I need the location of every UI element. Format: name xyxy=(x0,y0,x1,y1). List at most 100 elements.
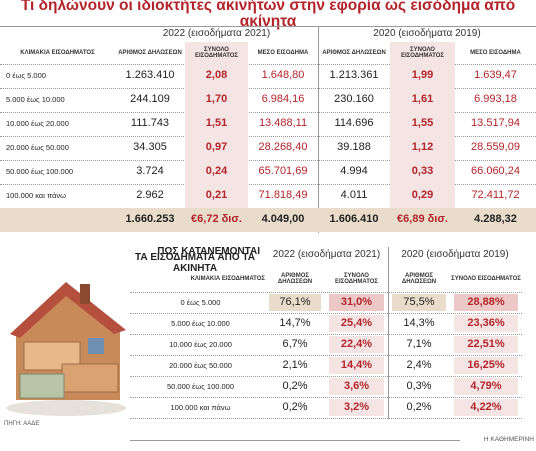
shadow xyxy=(6,400,126,416)
cell: 2,1% xyxy=(282,358,308,371)
cell: 14,4% xyxy=(329,357,384,374)
cell: 6.984,16 xyxy=(261,93,305,106)
column-header: ΣΥΝΟΛΟ ΕΙΣΟΔΗΜΑΤΟΣ xyxy=(334,272,379,285)
cell: 25,4% xyxy=(329,315,384,332)
row-separator xyxy=(0,184,536,185)
cell: 34.305 xyxy=(133,141,167,154)
cell: 1.648,80 xyxy=(261,69,305,82)
total-cell: €6,72 δισ. xyxy=(185,208,248,232)
cell: 14,7% xyxy=(279,316,311,329)
group-header: 2020 (εισοδήματα 2019) xyxy=(401,248,509,260)
cell: 0,21 xyxy=(185,184,248,208)
cell: 4.011 xyxy=(340,189,368,202)
cell: 7,1% xyxy=(406,337,432,350)
section-title: ΤΑ ΕΙΣΟΔΗΜΑΤΑ ΑΠΟ ΤΑ ΑΚΙΝΗΤΑ xyxy=(134,252,256,274)
cell: 4,22% xyxy=(454,399,518,416)
cell: 0,29 xyxy=(390,184,455,208)
row-label: 0 έως 5.000 xyxy=(180,297,221,307)
cell: 1.639,47 xyxy=(474,69,517,82)
cell: 71.818,49 xyxy=(258,189,308,202)
column-header: ΣΥΝΟΛΟ ΕΙΣΟΔΗΜΑΤΟΣ xyxy=(390,42,455,64)
cell: 3,6% xyxy=(329,378,384,395)
row-label: 20.000 έως 50.000 xyxy=(169,360,232,370)
column-header: ΑΡΙΘΜΟΣ ΔΗΛΩΣΕΩΝ xyxy=(118,49,182,56)
cell: 2,08 xyxy=(185,64,248,88)
column-header: ΣΥΝΟΛΟ ΕΙΣΟΔΗΜΑΤΟΣ xyxy=(185,42,248,64)
cell: 22,51% xyxy=(454,336,518,353)
total-cell: 1.660.253 xyxy=(115,208,185,232)
cell: 16,25% xyxy=(454,357,518,374)
cell: 0,2% xyxy=(406,400,432,413)
row-label: 100.000 και πάνω xyxy=(170,402,231,412)
banknote xyxy=(61,363,119,393)
cell: 0,2% xyxy=(282,400,308,413)
page-title: Τι δηλώνουν οι ιδιοκτήτες ακινήτων στην … xyxy=(20,0,516,30)
row-separator xyxy=(0,136,536,137)
row-separator xyxy=(130,418,522,419)
cell: 230.160 xyxy=(334,93,374,106)
group-header: 2020 (εισοδήματα 2019) xyxy=(373,28,481,40)
row-label: 20.000 έως 50.000 xyxy=(6,143,69,153)
column-header: ΜΕΣΟ ΕΙΣΟΔΗΜΑ xyxy=(257,49,309,56)
cell: 1,99 xyxy=(390,64,455,88)
title-rule xyxy=(0,26,536,27)
cell: 4.994 xyxy=(340,165,368,178)
section-title: ΠΩΣ ΚΑΤΑΝΕΜΟΝΤΑΙ xyxy=(157,246,260,258)
cell: 0,3% xyxy=(406,379,432,392)
row-separator xyxy=(130,334,522,335)
column-header: ΑΡΙΘΜΟΣ ΔΗΛΩΣΕΩΝ xyxy=(277,272,313,285)
cell: 2.962 xyxy=(136,189,164,202)
column-header: ΚΛΙΜΑΚΙΑ ΕΙΣΟΔΗΜΑΤΟΣ xyxy=(20,49,95,56)
cell: 0,2% xyxy=(282,379,308,392)
cell: 1,61 xyxy=(390,88,455,112)
group-divider xyxy=(388,247,389,419)
cell: 76,1% xyxy=(269,294,321,311)
row-separator xyxy=(130,313,522,314)
group-divider xyxy=(318,26,319,233)
cell: 4,79% xyxy=(454,378,518,395)
total-row xyxy=(0,208,115,232)
cell: 244.109 xyxy=(130,93,170,106)
cell: 1,70 xyxy=(185,88,248,112)
cell: 72.411,72 xyxy=(471,189,520,202)
column-header: ΜΕΣΟ ΕΙΣΟΔΗΜΑ xyxy=(470,49,521,56)
cell: 1.213.361 xyxy=(329,69,379,82)
house-illustration xyxy=(6,282,126,416)
cell: 0,24 xyxy=(185,160,248,184)
cell: 28,88% xyxy=(454,294,518,311)
row-separator xyxy=(0,64,536,65)
cell: 6.993,18 xyxy=(474,93,517,106)
credit: Η ΚΑΘΗΜΕΡΙΝΗ xyxy=(483,435,534,443)
group-header: 2022 (εισοδήματα 2021) xyxy=(162,28,271,40)
group-header: 2022 (εισοδήματα 2021) xyxy=(272,248,381,260)
row-label: 10.000 έως 20.000 xyxy=(169,339,232,349)
cell: 28.559,09 xyxy=(471,141,520,154)
cell: 23,36% xyxy=(454,315,518,332)
cell: 65.701,69 xyxy=(258,165,308,178)
cell: 75,5% xyxy=(392,294,446,311)
row-label: 5.000 έως 10.000 xyxy=(171,318,230,328)
row-label: 5.000 έως 10.000 xyxy=(6,95,65,105)
cell: 3,2% xyxy=(329,399,384,416)
cell: 1,51 xyxy=(185,112,248,136)
cell: 14,3% xyxy=(403,316,435,329)
column-header: ΑΡΙΘΜΟΣ ΔΗΛΩΣΕΩΝ xyxy=(401,272,437,285)
cell: 114.696 xyxy=(334,117,374,130)
cell: 13.517,94 xyxy=(471,117,520,130)
row-separator xyxy=(130,376,522,377)
cell: 2,4% xyxy=(406,358,432,371)
row-separator xyxy=(130,292,522,293)
cell: 0,97 xyxy=(185,136,248,160)
column-header: ΣΥΝΟΛΟ ΕΙΣΟΔΗΜΑΤΟΣ xyxy=(451,275,521,282)
row-label: 100.000 και πάνω xyxy=(6,191,66,201)
cell: 0,33 xyxy=(390,160,455,184)
source: ΠΗΓΗ: ΑΑΔΕ xyxy=(4,420,40,427)
row-label: 50.000 έως 100.000 xyxy=(6,167,74,177)
chimney xyxy=(80,284,90,304)
banknote xyxy=(19,373,65,399)
column-header: ΚΛΙΜΑΚΙΑ ΕΙΣΟΔΗΜΑΤΟΣ xyxy=(190,275,265,282)
cell: 1,55 xyxy=(390,112,455,136)
footer-rule xyxy=(130,440,460,441)
column-header: ΑΡΙΘΜΟΣ ΔΗΛΩΣΕΩΝ xyxy=(322,49,386,56)
cell: 3.724 xyxy=(136,165,164,178)
